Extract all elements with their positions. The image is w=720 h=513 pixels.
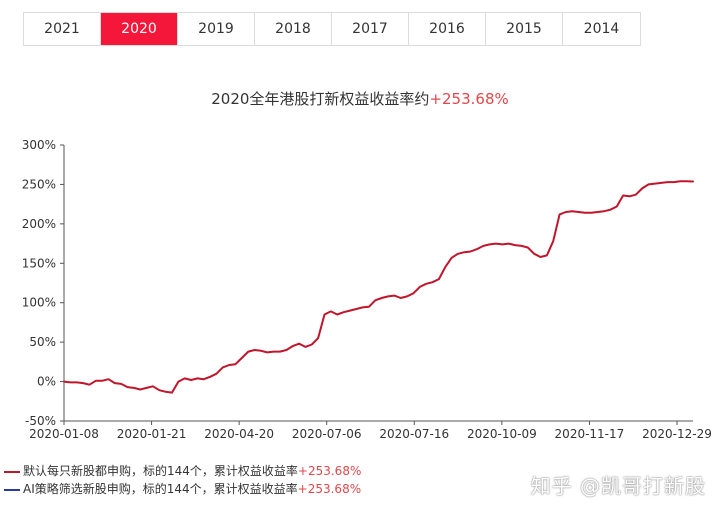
legend-swatch-ai	[4, 488, 20, 491]
y-tick-label: 100%	[22, 296, 56, 310]
tab-year-2017[interactable]: 2017	[332, 13, 409, 45]
y-tick-label: 250%	[22, 177, 56, 191]
y-tick-label: -50%	[25, 414, 56, 428]
legend-label-ai: AI策略筛选新股申购，标的144个，累计权益收益率	[23, 482, 298, 496]
x-tick-label: 2020-04-20	[204, 427, 274, 441]
x-tick-label: 2020-11-17	[555, 427, 625, 441]
y-tick-label: 50%	[29, 335, 56, 349]
y-tick-label: 300%	[22, 138, 56, 152]
legend-label-default: 默认每只新股都申购，标的144个，累计权益收益率	[23, 464, 298, 478]
tab-year-2015[interactable]: 2015	[486, 13, 563, 45]
legend-gain-default: +253.68%	[297, 464, 362, 478]
tab-year-2021[interactable]: 2021	[24, 13, 101, 45]
x-tick-label: 2020-12-29	[642, 427, 712, 441]
chart-title-gain: +253.68%	[429, 90, 509, 108]
x-tick-label: 2020-01-08	[29, 427, 99, 441]
tab-year-2016[interactable]: 2016	[409, 13, 486, 45]
watermark: 知乎 @凯哥打新股	[530, 474, 706, 498]
y-tick-label: 0%	[37, 375, 56, 389]
legend-gain-ai: +253.68%	[297, 482, 362, 496]
legend-swatch-default	[4, 470, 20, 473]
y-tick-label: 200%	[22, 217, 56, 231]
year-tabs: 2021 2020 2019 2018 2017 2016 2015 2014	[23, 12, 641, 46]
x-tick-label: 2020-07-06	[292, 427, 362, 441]
tab-year-2014[interactable]: 2014	[563, 13, 640, 45]
tab-year-2020[interactable]: 2020	[101, 13, 178, 45]
legend-item-default[interactable]: 默认每只新股都申购，标的144个，累计权益收益率+253.68%	[4, 462, 361, 479]
tab-year-2019[interactable]: 2019	[178, 13, 255, 45]
chart-title-text: 2020全年港股打新权益收益率约	[211, 90, 430, 108]
x-tick-label: 2020-10-09	[467, 427, 537, 441]
series-line-0	[63, 180, 694, 394]
x-tick-label: 2020-07-16	[379, 427, 449, 441]
legend-item-ai[interactable]: AI策略筛选新股申购，标的144个，累计权益收益率+253.68%	[4, 480, 361, 497]
tab-year-2018[interactable]: 2018	[255, 13, 332, 45]
x-tick-label: 2020-01-21	[117, 427, 187, 441]
y-tick-label: 150%	[22, 256, 56, 270]
line-chart: -50% 0% 50% 100% 150% 200% 250% 300% 2020-01-08 2…	[22, 138, 712, 441]
chart-title: 2020全年港股打新权益收益率约+253.68%	[0, 88, 720, 109]
